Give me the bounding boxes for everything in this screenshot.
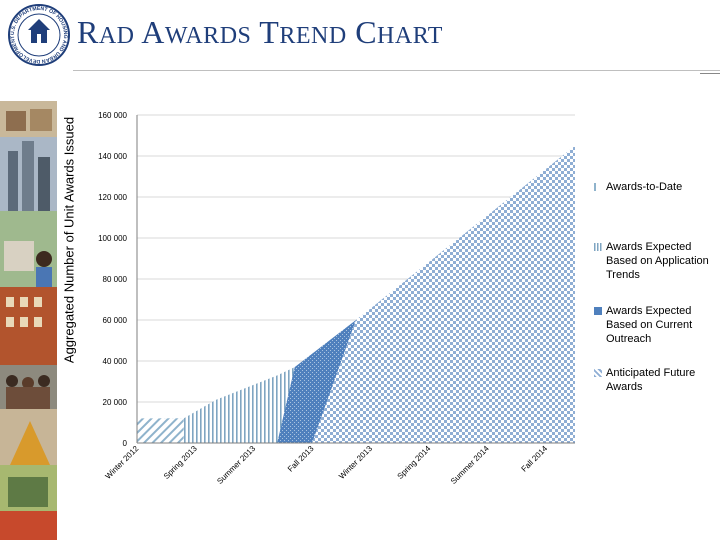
- header-divider: [73, 70, 720, 71]
- legend-swatch-future-awards: [594, 369, 602, 377]
- chart-legend: Awards-to-Date Awards Expected Based on …: [594, 180, 720, 394]
- x-tick-label-7: Fall 2014: [520, 444, 550, 474]
- x-tick-label-1: Spring 2013: [162, 444, 199, 481]
- y-tick-label-20000: 20 000: [103, 398, 128, 407]
- legend-item-application-trends: Awards Expected Based on Application Tre…: [594, 240, 720, 304]
- x-tick-label-6: Summer 2014: [449, 444, 491, 486]
- legend-swatch-current-outreach: [594, 307, 602, 315]
- y-tick-label-40000: 40 000: [103, 357, 128, 366]
- area-series-2: [277, 320, 356, 443]
- y-tick-label-120000: 120 000: [98, 193, 127, 202]
- x-tick-label-2: Summer 2013: [215, 444, 257, 486]
- x-tick-label-4: Winter 2013: [337, 444, 374, 481]
- x-tick-label-3: Fall 2013: [286, 444, 316, 474]
- header-divider-accent: [700, 73, 720, 74]
- x-tick-label-5: Spring 2014: [396, 444, 433, 481]
- legend-item-current-outreach: Awards Expected Based on Current Outreac…: [594, 304, 720, 366]
- legend-label-current-outreach: Awards Expected Based on Current Outreac…: [606, 305, 693, 345]
- legend-item-awards-to-date: Awards-to-Date: [594, 180, 720, 240]
- legend-label-application-trends: Awards Expected Based on Application Tre…: [606, 241, 709, 281]
- hud-seal-logo: U.S. DEPARTMENT OF HOUSING AND URBAN DEV…: [8, 4, 70, 66]
- legend-label-future-awards: Anticipated Future Awards: [606, 367, 696, 393]
- y-tick-label-60000: 60 000: [103, 316, 128, 325]
- legend-item-future-awards: Anticipated Future Awards: [594, 366, 720, 394]
- photo-collage-strip: [0, 101, 57, 540]
- legend-label-awards-to-date: Awards-to-Date: [606, 181, 683, 193]
- area-series-3: [312, 145, 575, 444]
- y-tick-label-160000: 160 000: [98, 111, 127, 120]
- legend-swatch-awards-to-date: [594, 183, 604, 191]
- x-tick-label-0: Winter 2012: [104, 444, 141, 481]
- area-series-0: [137, 418, 184, 443]
- y-tick-label-80000: 80 000: [103, 275, 128, 284]
- y-tick-label-100000: 100 000: [98, 234, 127, 243]
- y-tick-label-140000: 140 000: [98, 152, 127, 161]
- legend-swatch-application-trends: [594, 243, 602, 251]
- page-title: RAD AWARDS TREND CHART: [77, 14, 443, 50]
- y-tick-label-0: 0: [123, 439, 128, 448]
